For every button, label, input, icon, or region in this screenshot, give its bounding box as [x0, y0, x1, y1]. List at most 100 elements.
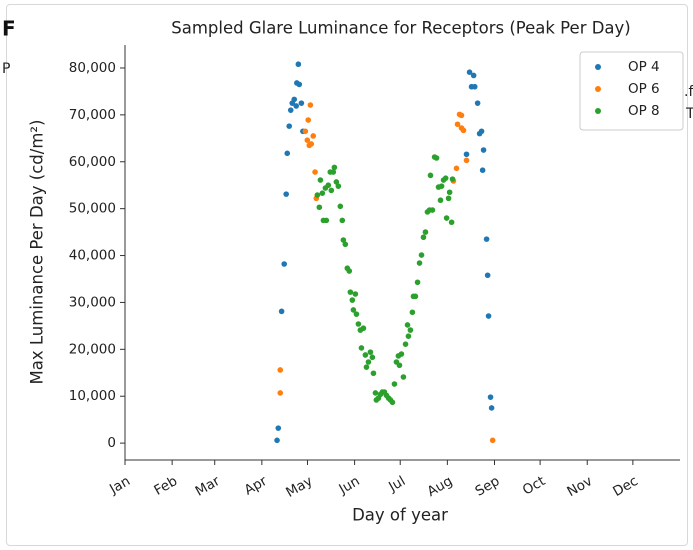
- point: [437, 197, 444, 204]
- legend-label: OP 4: [628, 59, 660, 75]
- point: [460, 127, 467, 134]
- x-tick-label: Sep: [472, 473, 502, 500]
- point: [418, 252, 425, 258]
- point: [402, 341, 409, 347]
- point: [286, 123, 293, 129]
- background-text: T: [685, 106, 693, 122]
- legend-marker: [595, 86, 601, 92]
- point: [470, 72, 477, 79]
- x-tick-label: Mar: [193, 473, 223, 500]
- point: [291, 96, 298, 103]
- point: [474, 100, 481, 106]
- point: [360, 325, 367, 332]
- point: [483, 236, 490, 242]
- legend-label: OP 8: [628, 103, 660, 119]
- x-tick-label: Aug: [425, 473, 456, 500]
- point: [316, 204, 323, 211]
- point: [308, 141, 315, 147]
- point: [466, 69, 473, 75]
- x-tick-label: May: [283, 473, 315, 501]
- point: [287, 107, 294, 113]
- point: [363, 364, 370, 370]
- point: [458, 112, 465, 119]
- point: [443, 215, 450, 221]
- point: [365, 359, 372, 365]
- point: [317, 177, 324, 183]
- point: [479, 167, 486, 174]
- point: [335, 183, 342, 189]
- y-axis-label: Max Luminance Per Day (cd/m²): [28, 120, 47, 385]
- y-tick-label: 40,000: [69, 248, 116, 264]
- x-tick-label: Nov: [564, 473, 595, 500]
- legend-label: OP 6: [628, 81, 660, 97]
- point: [480, 147, 487, 153]
- card: [6, 4, 688, 546]
- point: [355, 321, 362, 327]
- point: [488, 405, 495, 411]
- point: [487, 394, 494, 400]
- point: [352, 291, 359, 297]
- point: [298, 100, 305, 106]
- y-tick-label: 50,000: [69, 201, 116, 217]
- x-tick-label: Feb: [151, 473, 180, 499]
- point: [275, 425, 282, 431]
- point: [370, 370, 377, 377]
- point: [323, 217, 330, 224]
- point: [438, 183, 445, 189]
- point: [442, 175, 449, 181]
- point: [296, 81, 303, 88]
- point: [333, 179, 340, 185]
- point: [328, 187, 335, 194]
- point: [409, 309, 416, 316]
- point: [362, 352, 369, 358]
- point: [304, 137, 311, 143]
- point: [293, 103, 300, 109]
- point: [347, 289, 354, 295]
- x-tick-label: Jul: [385, 473, 408, 496]
- point: [325, 182, 332, 189]
- point: [485, 313, 492, 319]
- legend-box: [579, 51, 684, 131]
- y-tick-label: 30,000: [69, 294, 116, 310]
- point: [478, 128, 485, 135]
- point: [274, 437, 280, 444]
- point: [302, 128, 309, 135]
- point: [471, 83, 478, 90]
- point: [349, 297, 356, 303]
- point: [446, 189, 453, 196]
- point: [420, 234, 427, 241]
- point: [319, 190, 326, 196]
- point: [305, 117, 312, 123]
- point: [337, 203, 344, 210]
- point: [369, 354, 376, 361]
- y-tick-label: 10,000: [69, 388, 116, 404]
- point: [331, 164, 338, 171]
- point: [340, 237, 347, 243]
- chart-title: Sampled Glare Luminance for Receptors (P…: [171, 19, 631, 38]
- point: [449, 176, 456, 182]
- point: [350, 307, 357, 313]
- y-tick-label: 20,000: [69, 341, 116, 357]
- point: [278, 308, 285, 315]
- point: [281, 261, 288, 267]
- point: [283, 191, 289, 197]
- point: [427, 172, 434, 179]
- point: [346, 268, 353, 274]
- point: [307, 102, 314, 108]
- point: [391, 381, 398, 387]
- x-tick-label: Apr: [242, 473, 271, 499]
- legend-marker: [595, 64, 601, 70]
- point: [422, 229, 429, 235]
- point: [463, 151, 470, 158]
- point: [389, 399, 396, 406]
- y-tick-label: 0: [107, 435, 116, 451]
- point: [330, 169, 337, 175]
- background-text: .f: [684, 84, 693, 100]
- point: [400, 374, 407, 380]
- x-axis-label: Day of year: [352, 506, 448, 525]
- point: [416, 260, 423, 266]
- point: [404, 322, 411, 328]
- point: [367, 349, 374, 355]
- background-text: P: [2, 61, 10, 77]
